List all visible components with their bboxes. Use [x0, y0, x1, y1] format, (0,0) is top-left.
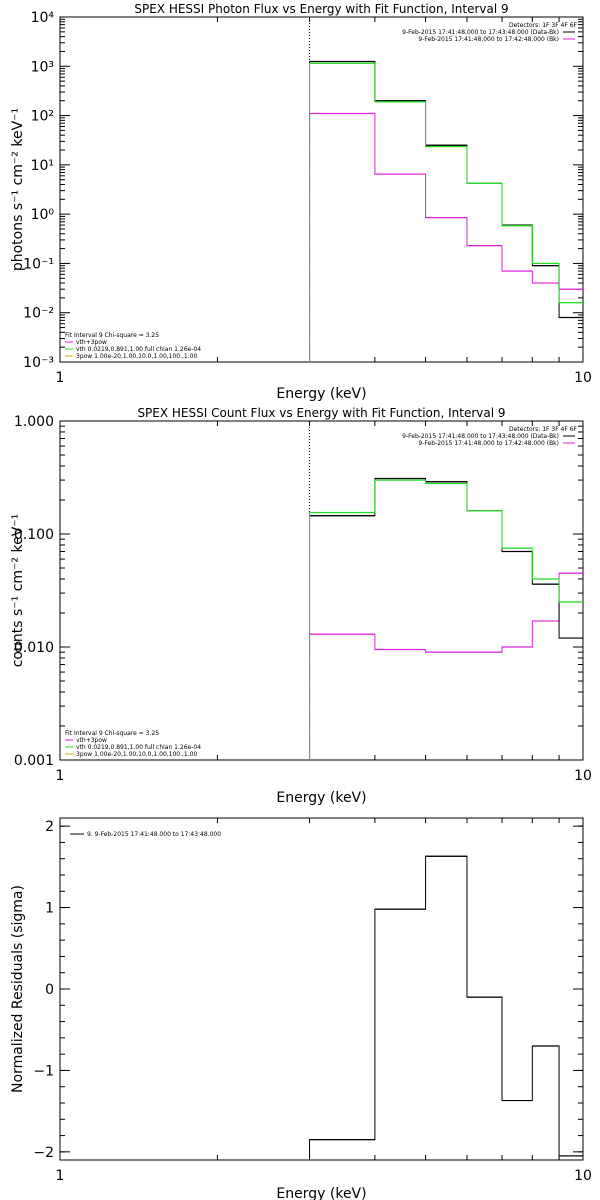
y-tick-label: 10³: [31, 59, 54, 75]
y-tick-label: −2: [33, 1145, 54, 1161]
y-axis-label: counts s⁻¹ cm⁻² keV⁻¹: [10, 514, 26, 668]
legend-top-line-2: 9-Feb-2015 17:41:48.000 to 17:43:48.000 …: [402, 29, 559, 36]
y-tick-label: 10⁻¹: [23, 256, 54, 272]
x-axis-label: Energy (keV): [276, 790, 366, 806]
y-axis-label: photons s⁻¹ cm⁻² keV⁻¹: [10, 108, 26, 271]
y-tick-label: 0.001: [14, 753, 54, 769]
plot-frame: [59, 16, 584, 363]
legend-top-line-1: Detectors: 1F 3F 4F 6F: [509, 426, 578, 433]
data-series-line: [309, 61, 583, 362]
chart-panel-2: SPEX HESSI Count Flux vs Energy with Fit…: [10, 406, 592, 806]
legend-bottom-line-3: vth 0.0219,0.891,1.00 full chian 1.26e-0…: [76, 346, 201, 353]
legend-bottom-line-1: Fit Interval 9 Chi-square = 3.25: [65, 332, 159, 339]
y-tick-label: 10⁻³: [23, 355, 54, 371]
legend-bottom-line-1: Fit Interval 9 Chi-square = 3.25: [65, 730, 159, 737]
legend-bottom-line-4: 3pow 1.00e-20,1.00,10.0,1.00,100.,1.00: [76, 353, 197, 360]
chart-title: SPEX HESSI Count Flux vs Energy with Fit…: [137, 406, 505, 420]
y-tick-label: 10⁻²: [23, 306, 54, 322]
y-tick-label: −1: [33, 1063, 54, 1079]
legend-top-line-3: 9-Feb-2015 17:41:48.000 to 17:42:48.000 …: [418, 36, 559, 43]
legend-top-line-1: 9. 9-Feb-2015 17:41:48.000 to 17:43:48.0…: [87, 831, 221, 838]
chart-title: SPEX HESSI Photon Flux vs Energy with Fi…: [134, 2, 508, 16]
x-tick-label: 10: [574, 768, 592, 784]
legend-bottom-line-4: 3pow 1.00e-20,1.00,10.0,1.00,100.,1.00: [76, 751, 197, 758]
background-series-line: [309, 572, 583, 760]
legend-bottom-line-3: vth 0.0219,0.891,1.00 full chian 1.26e-0…: [76, 744, 201, 751]
fit-series-line: [309, 62, 583, 362]
y-tick-label: 10²: [31, 109, 54, 125]
x-axis-label: Energy (keV): [276, 1186, 366, 1200]
y-tick-label: 0.100: [14, 527, 54, 543]
x-tick-label: 10: [574, 370, 592, 386]
legend-top-line-1: Detectors: 1F 3F 4F 6F: [509, 22, 578, 29]
plot-frame: [59, 420, 584, 761]
y-tick-label: 1: [45, 901, 54, 917]
background-series-line: [309, 113, 583, 362]
data-series-line: [309, 477, 583, 760]
chart-panel-3: 1 10 −2 −1 0 1 2 Energy (keV) Normalized Residua…: [10, 817, 592, 1200]
data-series-line: [309, 855, 583, 1160]
chart-panel-1: SPEX HESSI Photon Flux vs Energy with Fi…: [10, 2, 592, 402]
plot-frame: [59, 817, 584, 1161]
y-tick-label: 10⁰: [31, 207, 55, 223]
legend-bottom-line-2: vth+3pow: [76, 737, 107, 744]
y-axis-label: Normalized Residuals (sigma): [10, 885, 26, 1093]
legend-top-line-2: 9-Feb-2015 17:41:48.000 to 17:43:48.000 …: [402, 433, 559, 440]
x-tick-label: 1: [56, 1168, 65, 1184]
x-tick-label: 1: [56, 370, 65, 386]
legend-bottom-line-2: vth+3pow: [76, 339, 107, 346]
y-tick-label: 0: [45, 982, 54, 998]
y-tick-label: 2: [45, 819, 54, 835]
y-tick-label: 0.010: [14, 640, 54, 656]
fit-series-line: [309, 479, 583, 760]
x-tick-label: 1: [56, 768, 65, 784]
x-tick-label: 10: [574, 1168, 592, 1184]
y-tick-label: 10⁴: [31, 10, 55, 26]
y-tick-label: 1.000: [14, 414, 54, 430]
y-tick-label: 10¹: [31, 158, 54, 174]
legend-top-line-3: 9-Feb-2015 17:41:48.000 to 17:42:48.000 …: [418, 440, 559, 447]
x-axis-label: Energy (keV): [276, 386, 366, 402]
